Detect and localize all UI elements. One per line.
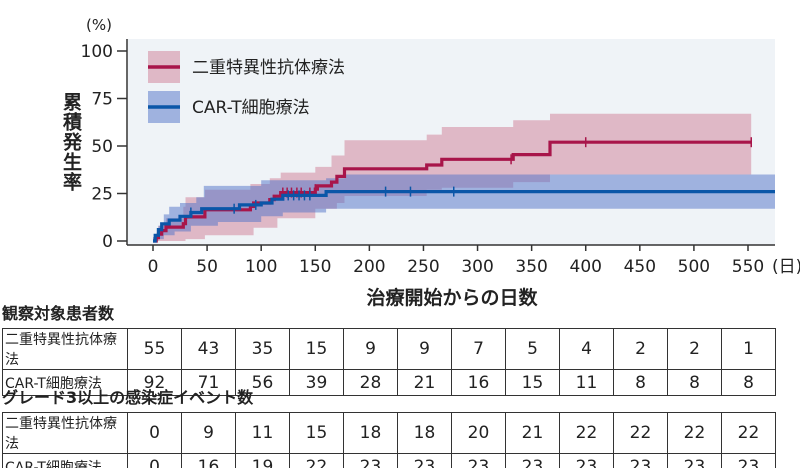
table-cell: 23 bbox=[343, 453, 398, 468]
table-cell: 20 bbox=[451, 412, 506, 454]
table-row: 二重特異性抗体療法 0 9 11 15 18 18 20 21 22 22 22 22 bbox=[2, 412, 776, 454]
x-tick-label: 300 bbox=[461, 257, 493, 277]
table-row: CAR-T細胞療法 92 71 56 39 28 21 16 15 11 8 8 8 bbox=[2, 369, 776, 396]
table-cell: 8 bbox=[721, 369, 776, 396]
table-cell: 23 bbox=[721, 453, 776, 468]
table-cell: 8 bbox=[667, 369, 722, 396]
table-cell: 2 bbox=[613, 328, 668, 370]
table-cell: 7 bbox=[451, 328, 506, 370]
y-tick-label: 25 bbox=[91, 185, 113, 205]
step-line-cart bbox=[153, 190, 775, 243]
x-tick-label: 100 bbox=[245, 257, 277, 277]
table-cell: 71 bbox=[181, 369, 236, 396]
table-cell: 19 bbox=[235, 453, 290, 468]
table-row: CAR-T細胞療法 0 16 19 22 23 23 23 23 23 23 23 23 bbox=[2, 453, 776, 468]
x-tick-label: 500 bbox=[678, 257, 710, 277]
table-cell: 23 bbox=[613, 453, 668, 468]
row-label: 二重特異性抗体療法 bbox=[2, 412, 128, 454]
table-cell: 23 bbox=[667, 453, 722, 468]
table-cell: 22 bbox=[721, 412, 776, 454]
x-tick-label: 150 bbox=[299, 257, 331, 277]
legend-label-bispecific: 二重特異性抗体療法 bbox=[192, 58, 345, 78]
table-cell: 11 bbox=[559, 369, 614, 396]
table-cell: 15 bbox=[505, 369, 560, 396]
table-cell: 43 bbox=[181, 328, 236, 370]
y-tick-label: 0 bbox=[102, 232, 113, 252]
row-label: 二重特異性抗体療法 bbox=[2, 328, 128, 370]
legend: 二重特異性抗体療法 CAR-T細胞療法 bbox=[148, 51, 345, 123]
table-cell: 22 bbox=[613, 412, 668, 454]
table-cell: 55 bbox=[127, 328, 182, 370]
x-tick-label: 550 bbox=[732, 257, 764, 277]
x-axis-label: 治療開始からの日数 bbox=[366, 286, 538, 309]
x-tick-label: 450 bbox=[624, 257, 656, 277]
y-tick-label: 75 bbox=[91, 90, 113, 110]
table-cell: 9 bbox=[343, 328, 398, 370]
table-cell: 1 bbox=[721, 328, 776, 370]
table-cell: 23 bbox=[397, 453, 452, 468]
x-tick-label: 200 bbox=[353, 257, 385, 277]
table-cell: 18 bbox=[343, 412, 398, 454]
table-row: 二重特異性抗体療法 55 43 35 15 9 9 7 5 4 2 2 1 bbox=[2, 328, 776, 370]
table-cell: 5 bbox=[505, 328, 560, 370]
y-tick-label: 100 bbox=[81, 42, 113, 62]
x-tick-label: 50 bbox=[196, 257, 218, 277]
table-cell: 9 bbox=[181, 412, 236, 454]
table-cell: 56 bbox=[235, 369, 290, 396]
table-cell: 4 bbox=[559, 328, 614, 370]
table-cell: 15 bbox=[289, 328, 344, 370]
table-cell: 23 bbox=[559, 453, 614, 468]
table-cell: 21 bbox=[505, 412, 560, 454]
table-cell: 21 bbox=[397, 369, 452, 396]
x-tick-label: 400 bbox=[570, 257, 602, 277]
x-tick-label: 250 bbox=[407, 257, 439, 277]
cumulative-incidence-chart: 0 25 50 75 100 0 50 100 150 200 250 300 350 400 450 500… bbox=[81, 16, 800, 309]
row-label: CAR-T細胞療法 bbox=[2, 453, 128, 468]
table-cell: 39 bbox=[289, 369, 344, 396]
y-unit-label: (%) bbox=[86, 16, 112, 34]
table-cell: 15 bbox=[289, 412, 344, 454]
table-cell: 22 bbox=[289, 453, 344, 468]
legend-label-cart: CAR-T細胞療法 bbox=[192, 98, 310, 118]
table-cell: 35 bbox=[235, 328, 290, 370]
table-cell: 11 bbox=[235, 412, 290, 454]
table-cell: 16 bbox=[451, 369, 506, 396]
table-cell: 28 bbox=[343, 369, 398, 396]
table-cell: 8 bbox=[613, 369, 668, 396]
table-cell: 2 bbox=[667, 328, 722, 370]
table-cell: 23 bbox=[505, 453, 560, 468]
at-risk-title: 観察対象患者数 bbox=[2, 304, 115, 323]
table-cell: 16 bbox=[181, 453, 236, 468]
events-table: 二重特異性抗体療法 0 9 11 15 18 18 20 21 22 22 22 22 CAR-T細胞療法… bbox=[2, 412, 776, 468]
x-tick-label: 0 bbox=[148, 257, 159, 277]
y-tick-label: 50 bbox=[91, 137, 113, 157]
table-cell: 18 bbox=[397, 412, 452, 454]
x-unit-label: (日) bbox=[772, 257, 800, 277]
table-cell: 23 bbox=[451, 453, 506, 468]
table-cell: 0 bbox=[127, 453, 182, 468]
y-axis-label: 累積発生率 bbox=[60, 92, 82, 192]
table-cell: 0 bbox=[127, 412, 182, 454]
table-cell: 9 bbox=[397, 328, 452, 370]
x-tick-label: 350 bbox=[515, 257, 547, 277]
at-risk-table: 二重特異性抗体療法 55 43 35 15 9 9 7 5 4 2 2 1 CAR-T細胞療法 92 71 56… bbox=[2, 328, 776, 396]
row-label: CAR-T細胞療法 bbox=[2, 369, 128, 396]
table-cell: 22 bbox=[667, 412, 722, 454]
events-title: グレード3以上の感染症イベント数 bbox=[2, 388, 254, 407]
table-cell: 22 bbox=[559, 412, 614, 454]
